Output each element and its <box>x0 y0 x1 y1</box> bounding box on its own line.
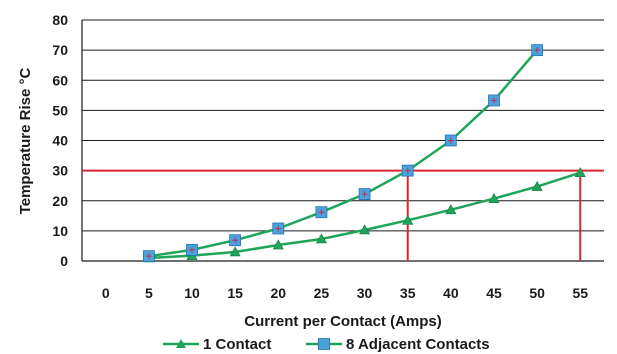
series-line-8-adjacent-contacts <box>148 49 539 258</box>
legend-square-marker <box>318 338 330 350</box>
x-tick-label: 20 <box>271 285 287 301</box>
data-point-1-contact <box>531 180 543 191</box>
x-tick-label: 50 <box>529 285 545 301</box>
gridlines <box>81 19 604 262</box>
data-point-1-contact <box>488 193 500 203</box>
y-tick-label: 80 <box>52 12 68 28</box>
y-tick-label: 40 <box>52 133 68 149</box>
reference-lines <box>82 169 604 261</box>
y-tick-label: 20 <box>52 193 68 209</box>
x-tick-label: 0 <box>102 285 110 301</box>
y-tick-label: 30 <box>52 163 68 179</box>
x-axis-title: Current per Contact (Amps) <box>244 313 442 330</box>
x-tick-label: 25 <box>314 285 330 301</box>
data-point-1-contact <box>229 246 241 257</box>
legend-label-1-contact: 1 Contact <box>203 336 271 353</box>
data-point-1-contact <box>315 233 327 244</box>
y-tick-label: 10 <box>52 223 68 239</box>
x-tick-label: 35 <box>400 285 416 301</box>
legend-triangle-marker <box>176 339 186 348</box>
data-point-1-contact <box>359 224 371 235</box>
legend-item-8-adjacent-contacts: 8 Adjacent Contacts <box>306 336 490 353</box>
x-tick-label: 30 <box>357 285 373 301</box>
x-tick-label: 55 <box>572 285 588 301</box>
x-tick-label: 5 <box>145 285 153 301</box>
x-tick-label: 10 <box>184 285 200 301</box>
y-tick-label: 0 <box>60 253 68 269</box>
legend-item-1-contact: 1 Contact <box>163 336 271 353</box>
y-tick-label: 60 <box>52 72 68 88</box>
y-axis-title: Temperature Rise °C <box>17 68 34 215</box>
series-markers <box>142 44 586 263</box>
data-point-1-contact <box>272 239 284 250</box>
x-tick-label: 15 <box>227 285 243 301</box>
data-point-1-contact <box>445 204 457 215</box>
y-tick-label: 50 <box>52 102 68 118</box>
legend-label-8-adjacent-contacts: 8 Adjacent Contacts <box>346 336 490 353</box>
x-tick-label: 40 <box>443 285 459 301</box>
data-point-1-contact <box>402 214 414 225</box>
x-tick-label: 45 <box>486 285 502 301</box>
legend: 1 Contact 8 Adjacent Contacts <box>163 336 490 353</box>
data-point-1-contact <box>574 167 586 178</box>
y-tick-label: 70 <box>52 42 68 58</box>
tick-labels: 0 10 20 30 40 50 60 70 80 0 5 10 15 20 25 30 35 40 45 50 55 <box>52 12 588 301</box>
